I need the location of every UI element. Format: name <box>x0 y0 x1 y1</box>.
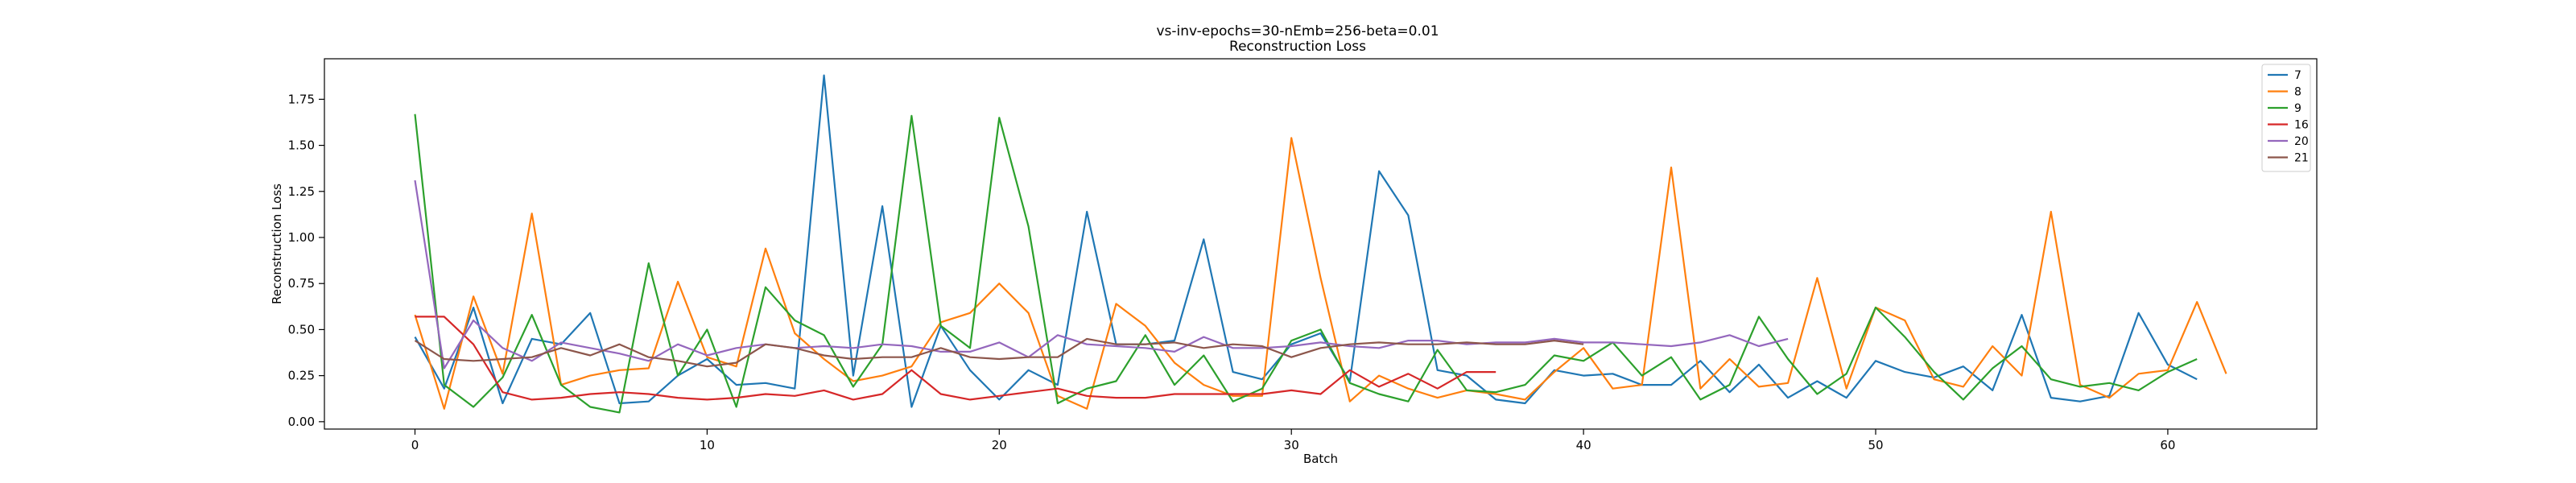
y-tick-label: 1.75 <box>288 92 315 106</box>
plot-lines <box>414 74 2227 414</box>
y-tick-label: 0.25 <box>288 369 315 383</box>
y-axis-label: Reconstruction Loss <box>270 184 284 304</box>
plot-frame <box>324 58 2318 430</box>
x-tick-label: 0 <box>411 438 419 452</box>
y-tick-label: 0.50 <box>288 322 315 336</box>
legend: 7 8 9 16 20 21 <box>2261 64 2311 172</box>
x-tick-label: 20 <box>992 438 1007 452</box>
series-line-8 <box>414 137 2227 410</box>
x-tick-label: 40 <box>1576 438 1591 452</box>
x-tick-label: 30 <box>1284 438 1299 452</box>
y-tick-label: 0.75 <box>288 276 315 291</box>
y-tick-label: 1.00 <box>288 230 315 245</box>
x-tick-label: 60 <box>2160 438 2175 452</box>
series-line-16 <box>415 316 1496 401</box>
series-line-7 <box>414 74 2198 408</box>
y-axis: 0.00 0.25 0.50 0.75 1.00 1.25 1.50 1.75 <box>288 92 324 429</box>
series-line-9 <box>414 114 2198 414</box>
legend-label-7: 7 <box>2294 69 2301 82</box>
chart-subtitle: Reconstruction Loss <box>1229 39 1366 55</box>
series-line-20 <box>414 180 1789 369</box>
y-tick-label: 1.50 <box>288 138 315 153</box>
legend-label-9: 9 <box>2294 102 2301 115</box>
x-axis-label: Batch <box>1303 452 1338 466</box>
x-axis: 0 10 20 30 40 50 60 <box>411 429 2175 452</box>
series-line-21 <box>414 337 1584 368</box>
legend-label-16: 16 <box>2294 119 2309 132</box>
y-tick-label: 1.25 <box>288 184 315 199</box>
legend-label-21: 21 <box>2294 152 2309 165</box>
legend-label-8: 8 <box>2294 86 2301 99</box>
y-tick-label: 0.00 <box>288 415 315 429</box>
x-tick-label: 50 <box>1868 438 1883 452</box>
chart-title: vs-inv-epochs=30-nEmb=256-beta=0.01 <box>1156 23 1439 39</box>
legend-label-20: 20 <box>2294 135 2309 148</box>
x-tick-label: 10 <box>700 438 715 452</box>
